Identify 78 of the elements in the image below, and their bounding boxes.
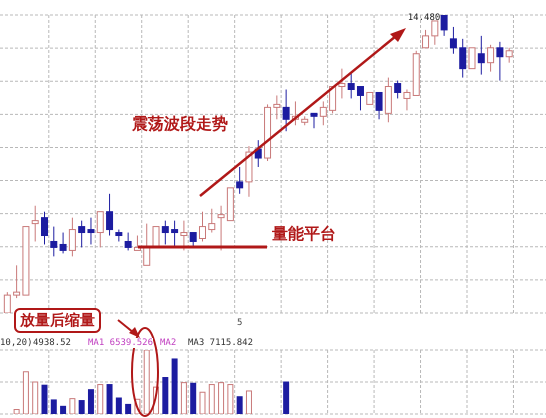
bar xyxy=(218,382,224,414)
candlestick xyxy=(32,205,39,242)
annotation: 14.480 xyxy=(408,13,440,23)
candlestick xyxy=(236,166,244,194)
candlestick xyxy=(190,232,197,248)
bar xyxy=(32,382,38,414)
candlestick xyxy=(208,208,216,234)
candlestick xyxy=(376,92,383,120)
text: 4938.52 xyxy=(33,338,71,348)
candlestick xyxy=(310,112,318,129)
bar xyxy=(162,377,168,414)
candlestick xyxy=(87,217,94,245)
bar xyxy=(97,384,104,414)
candlestick xyxy=(431,20,438,46)
bar xyxy=(50,399,57,414)
candlestick xyxy=(78,220,86,248)
candlestick xyxy=(422,29,430,48)
candlestick xyxy=(348,71,355,99)
bar xyxy=(172,358,178,414)
candlestick xyxy=(106,193,114,236)
candlestick xyxy=(394,80,402,99)
candlestick xyxy=(440,15,448,36)
candlestick xyxy=(487,44,494,72)
candlestick xyxy=(60,232,67,254)
candlestick xyxy=(162,220,169,245)
candlestick xyxy=(180,220,188,251)
candlestick xyxy=(143,223,150,266)
candlestick xyxy=(366,92,374,105)
candlestick xyxy=(115,229,122,242)
bar xyxy=(22,371,29,414)
candlestick xyxy=(171,220,178,248)
bar xyxy=(227,384,234,414)
bar xyxy=(106,384,113,414)
candlestick xyxy=(4,292,11,313)
candlestick xyxy=(320,100,327,126)
text: 10,20) xyxy=(0,338,33,348)
candlestick xyxy=(403,89,410,111)
candlestick xyxy=(273,94,280,120)
bar xyxy=(69,398,76,414)
bar xyxy=(180,382,187,414)
candlestick xyxy=(450,26,457,54)
bar xyxy=(236,396,243,414)
candlestick xyxy=(13,264,20,299)
callout-box: 放量后缩量 xyxy=(14,308,101,333)
candlestick xyxy=(338,68,346,99)
candlestick xyxy=(459,38,466,78)
bar xyxy=(78,400,85,414)
candlestick xyxy=(41,211,48,245)
bar xyxy=(88,389,94,414)
bar xyxy=(42,384,48,414)
candlestick xyxy=(468,47,476,70)
annotation: 震荡波段走势 xyxy=(132,114,228,135)
candlestick xyxy=(496,41,504,82)
annotation: 量能平台 xyxy=(272,224,336,245)
text: 5 xyxy=(237,318,242,328)
bar xyxy=(116,398,122,414)
bar xyxy=(283,382,290,414)
bar xyxy=(246,390,252,414)
bar xyxy=(144,350,150,414)
bar xyxy=(199,392,206,414)
candlestick xyxy=(50,226,58,257)
text: MA3 7115.842 xyxy=(188,338,254,348)
candlestick xyxy=(68,217,76,257)
candlestick xyxy=(478,35,485,76)
bar xyxy=(190,382,196,414)
candlestick xyxy=(218,205,225,251)
candlestick xyxy=(356,86,364,111)
bar xyxy=(208,384,215,414)
text: MA1 6539.526 xyxy=(88,338,154,348)
bar xyxy=(60,406,66,414)
candlestick xyxy=(96,211,104,248)
candlestick xyxy=(124,232,132,251)
text: MA2 xyxy=(160,338,176,348)
bar xyxy=(125,404,132,414)
bar xyxy=(14,409,20,414)
candlestick xyxy=(198,211,206,242)
candlestick xyxy=(282,89,290,132)
candlestick xyxy=(506,47,513,64)
